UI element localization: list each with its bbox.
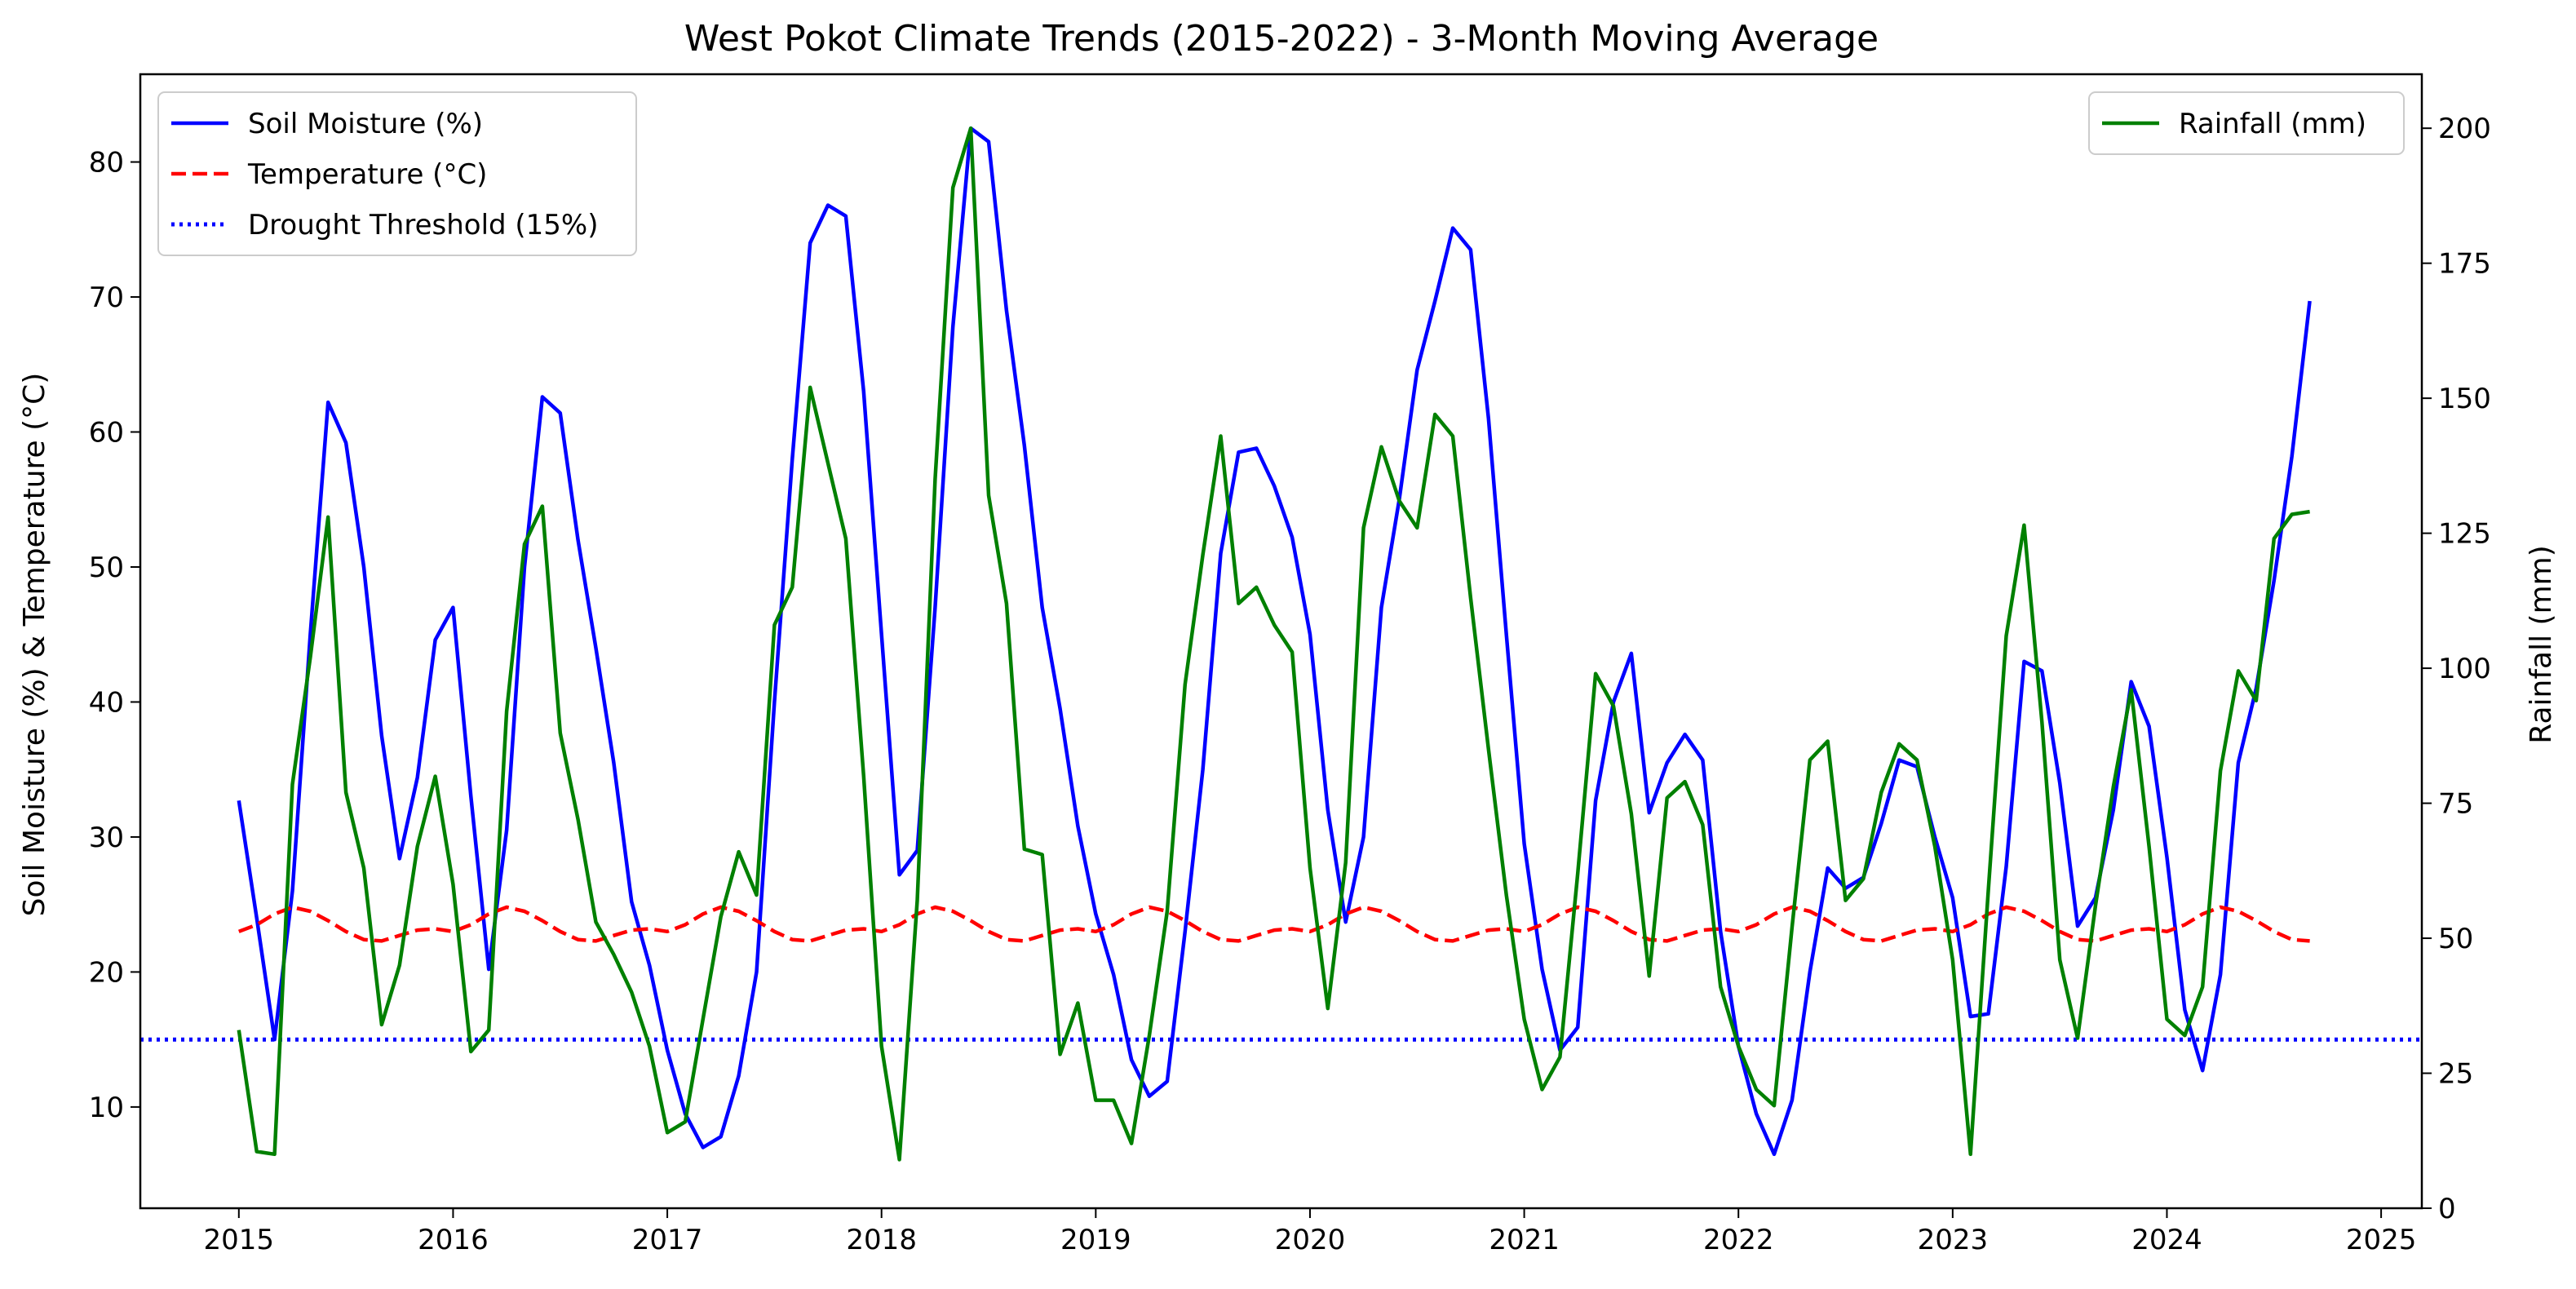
x-tick-label: 2025 xyxy=(2346,1224,2417,1256)
y-left-tick-label: 30 xyxy=(89,822,124,854)
series-0-line xyxy=(237,126,2312,1157)
x-tick-label: 2018 xyxy=(846,1224,917,1256)
legend-left: Soil Moisture (%) Temperature (°C) Drought… xyxy=(157,91,637,256)
legend-box xyxy=(2088,91,2405,155)
y-right-tick-label: 75 xyxy=(2438,788,2473,821)
legend-label: Drought Threshold (15%) xyxy=(248,209,599,241)
x-tick-label: 2015 xyxy=(204,1224,275,1256)
y-left-tick-label: 70 xyxy=(89,281,124,314)
y-right-tick-label: 175 xyxy=(2438,248,2491,281)
plot-area xyxy=(140,126,2422,1162)
y-right-tick-label: 0 xyxy=(2438,1193,2456,1225)
y-axis-right-label: Rainfall (mm) xyxy=(2525,545,2558,744)
legend-label: Temperature (°C) xyxy=(247,158,487,191)
legend-right: Rainfall (mm) xyxy=(2088,91,2405,155)
y-right-tick-label: 25 xyxy=(2438,1058,2473,1091)
y-left-tick-label: 10 xyxy=(89,1092,124,1124)
x-tick-label: 2021 xyxy=(1489,1224,1560,1256)
y-left-tick-label: 80 xyxy=(89,147,124,179)
y-left-tick-label: 60 xyxy=(89,417,124,450)
y-right-tick-label: 100 xyxy=(2438,653,2491,685)
chart-title: West Pokot Climate Trends (2015-2022) - … xyxy=(684,18,1879,60)
y-left-tick-label: 50 xyxy=(89,551,124,584)
y-left-tick-label: 40 xyxy=(89,686,124,719)
legend-box xyxy=(157,91,637,256)
y-right-tick-label: 200 xyxy=(2438,113,2491,145)
legend-label: Rainfall (mm) xyxy=(2179,108,2366,140)
y-right-tick-label: 125 xyxy=(2438,518,2491,551)
axis-ticks: 2015 2016 2017 2018 2019 2020 2021 2022 2023 2024… xyxy=(89,113,2491,1256)
x-tick-label: 2024 xyxy=(2131,1224,2202,1256)
y-axis-left-label: Soil Moisture (%) & Temperature (°C) xyxy=(18,373,51,917)
x-tick-label: 2016 xyxy=(418,1224,489,1256)
y-right-tick-label: 150 xyxy=(2438,383,2491,415)
x-tick-label: 2023 xyxy=(1918,1224,1989,1256)
y-left-tick-label: 20 xyxy=(89,956,124,989)
series-3-line xyxy=(237,126,2310,1162)
series-1-line xyxy=(238,905,2310,943)
x-tick-label: 2019 xyxy=(1060,1224,1131,1256)
plot-frame xyxy=(139,73,2423,1210)
y-right-tick-label: 50 xyxy=(2438,923,2473,955)
legend-label: Soil Moisture (%) xyxy=(248,108,483,140)
x-tick-label: 2020 xyxy=(1275,1224,1346,1256)
x-tick-label: 2022 xyxy=(1703,1224,1774,1256)
x-tick-label: 2017 xyxy=(632,1224,703,1256)
